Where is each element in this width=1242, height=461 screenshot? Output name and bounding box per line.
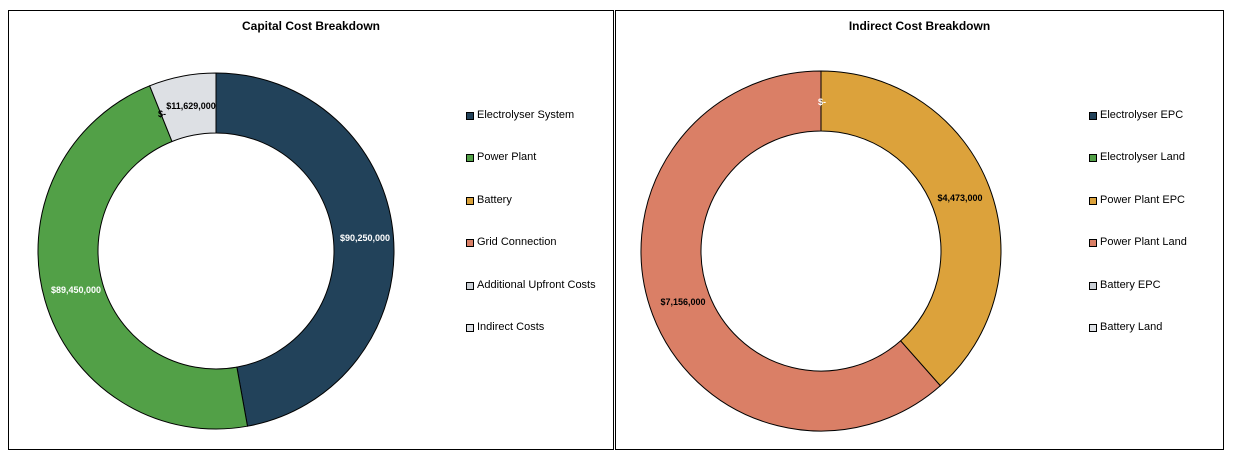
donut-slice [37, 85, 249, 430]
legend-item: Grid Connection [466, 236, 596, 278]
donut-chart-indirect: $4,473,000 $7,156,000 $- [640, 70, 1002, 432]
indirect-cost-chart: Indirect Cost Breakdown $4,473,000 $7,156… [615, 10, 1224, 450]
legend-item: Power Plant EPC [1089, 194, 1187, 236]
legend-item: Additional Upfront Costs [466, 279, 596, 321]
legend-label: Power Plant [477, 151, 537, 164]
legend-swatch [1089, 196, 1097, 205]
donut-chart-capital: $90,250,000 $89,450,000 $-$11,629,000 [37, 72, 395, 430]
legend-label: Electrolyser EPC [1100, 109, 1184, 121]
donut-slice [820, 70, 1002, 387]
legend-swatch [466, 281, 474, 290]
legend-label: Electrolyser Land [1100, 151, 1185, 164]
legend-label: Battery [477, 193, 512, 206]
legend-item: Battery [466, 194, 596, 236]
legend-label: Electrolyser System [477, 109, 575, 121]
data-label: $4,473,000 [937, 193, 982, 203]
legend-label: Additional Upfront Costs [477, 278, 596, 291]
legend-label: Indirect Costs [477, 320, 545, 333]
data-label: $90,250,000 [340, 233, 390, 243]
chart-title: Capital Cost Breakdown [241, 19, 381, 33]
data-label: $89,450,000 [51, 285, 101, 295]
legend-item: Battery EPC [1089, 279, 1187, 321]
capital-cost-chart: Capital Cost Breakdown $90,250,000 $89,45… [8, 10, 614, 450]
donut-slice [640, 70, 942, 432]
legend-swatch [466, 154, 474, 163]
chart-legend: Electrolyser EPC Electrolyser Land Power P… [1089, 109, 1187, 363]
data-label: $11,629,000 [166, 101, 216, 111]
legend-swatch [466, 112, 474, 120]
legend-swatch [1089, 154, 1097, 163]
legend-item: Power Plant [466, 151, 596, 193]
donut-slice [149, 72, 217, 143]
data-label: $7,156,000 [660, 297, 705, 307]
legend-swatch [1089, 323, 1097, 332]
legend-item: Power Plant Land [1089, 236, 1187, 278]
legend-label: Power Plant EPC [1100, 193, 1185, 206]
legend-swatch [466, 323, 474, 332]
legend-item: Battery Land [1089, 321, 1187, 363]
legend-item: Electrolyser System [466, 109, 596, 151]
legend-swatch [466, 239, 474, 248]
data-label: $- [158, 109, 166, 119]
legend-item: Electrolyser EPC [1089, 109, 1187, 151]
legend-item: Indirect Costs [466, 321, 596, 363]
chart-legend: Electrolyser System Power Plant Battery Gri… [466, 109, 596, 363]
legend-label: Grid Connection [477, 236, 557, 249]
legend-swatch [1089, 239, 1097, 248]
legend-item: Electrolyser Land [1089, 151, 1187, 193]
data-label: $- [818, 97, 826, 107]
legend-label: Power Plant Land [1100, 236, 1187, 249]
donut-slice [215, 72, 395, 427]
legend-label: Battery EPC [1100, 278, 1161, 291]
legend-swatch [1089, 112, 1097, 120]
legend-label: Battery Land [1100, 320, 1163, 333]
legend-swatch [1089, 281, 1097, 290]
legend-swatch [466, 196, 474, 205]
chart-title: Indirect Cost Breakdown [848, 19, 991, 33]
